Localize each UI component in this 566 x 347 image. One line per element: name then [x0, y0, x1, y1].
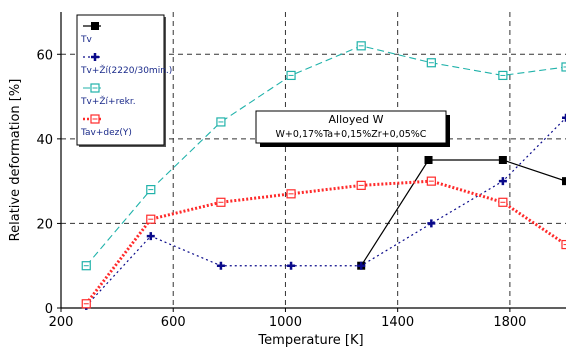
data-point [216, 117, 226, 127]
data-point [561, 62, 566, 72]
y-tick-label: 60 [36, 48, 53, 63]
annotation: Alloyed W W+0,17%Ta+0,15%Zr+0,05%C [255, 110, 450, 147]
data-point [498, 197, 508, 207]
legend: Tv Tv+Ží(2220/30min.) Tv+Ží+rekr. Tav+dez(Y… [76, 14, 172, 147]
legend-item: Tav+dez(Y) [80, 114, 132, 138]
series-3 [81, 41, 566, 271]
series-line [360, 159, 566, 267]
x-tick-label: 1000 [269, 315, 302, 330]
data-point [498, 70, 508, 81]
legend-item: Tv+Ží+rekr. [80, 83, 136, 107]
y-tick-label: 20 [36, 217, 53, 232]
data-point [216, 197, 226, 207]
y-tick-label: 40 [36, 133, 53, 148]
data-point [561, 239, 566, 250]
series-line [85, 45, 566, 267]
x-axis-title: Temperature [K] [257, 333, 363, 347]
legend-marker [91, 53, 99, 61]
series-line [85, 179, 566, 305]
data-point [562, 113, 566, 122]
data-point [146, 214, 156, 224]
data-point [426, 58, 436, 68]
legend-marker [90, 83, 100, 93]
axes: 200 600 1000 1400 1800 0 20 40 60 [36, 12, 566, 330]
legend-marker [90, 114, 100, 124]
data-point [356, 41, 366, 51]
legend-label: Tv+Ží+rekr. [80, 95, 136, 107]
annotation-box [255, 110, 447, 144]
data-point [562, 177, 566, 186]
data-point [146, 232, 155, 241]
data-point [216, 261, 225, 270]
legend-label: Tv [80, 35, 92, 45]
series-layer [81, 41, 566, 310]
x-tick-label: 1400 [381, 315, 414, 330]
data-point [426, 176, 436, 186]
data-point [146, 185, 156, 195]
data-point [356, 180, 366, 190]
data-point [357, 261, 366, 270]
series-line [85, 117, 566, 307]
series-4 [81, 176, 566, 309]
legend-label: Tav+dez(Y) [80, 128, 132, 138]
legend-marker [91, 22, 99, 30]
data-point [287, 261, 296, 270]
data-point [81, 299, 91, 309]
data-point [286, 70, 296, 81]
data-point [286, 189, 296, 199]
x-tick-label: 1800 [493, 315, 526, 330]
data-point [424, 156, 433, 164]
legend-item: Tv+Ží(2220/30min.) [80, 53, 172, 76]
y-tick-label: 0 [45, 302, 53, 317]
data-point [498, 156, 507, 164]
legend-item: Tv [80, 22, 101, 45]
annotation-text: W+0,17%Ta+0,15%Zr+0,05%C [276, 129, 427, 140]
x-tick-label: 600 [161, 315, 186, 330]
data-point [498, 177, 507, 186]
x-tick-label: 200 [49, 315, 74, 330]
legend-label: Tv+Ží(2220/30min.) [80, 64, 172, 76]
data-point [81, 261, 91, 271]
y-axis-title: Relative deformation [%] [8, 79, 23, 242]
annotation-title: Alloyed W [329, 113, 384, 126]
data-point [427, 219, 436, 228]
